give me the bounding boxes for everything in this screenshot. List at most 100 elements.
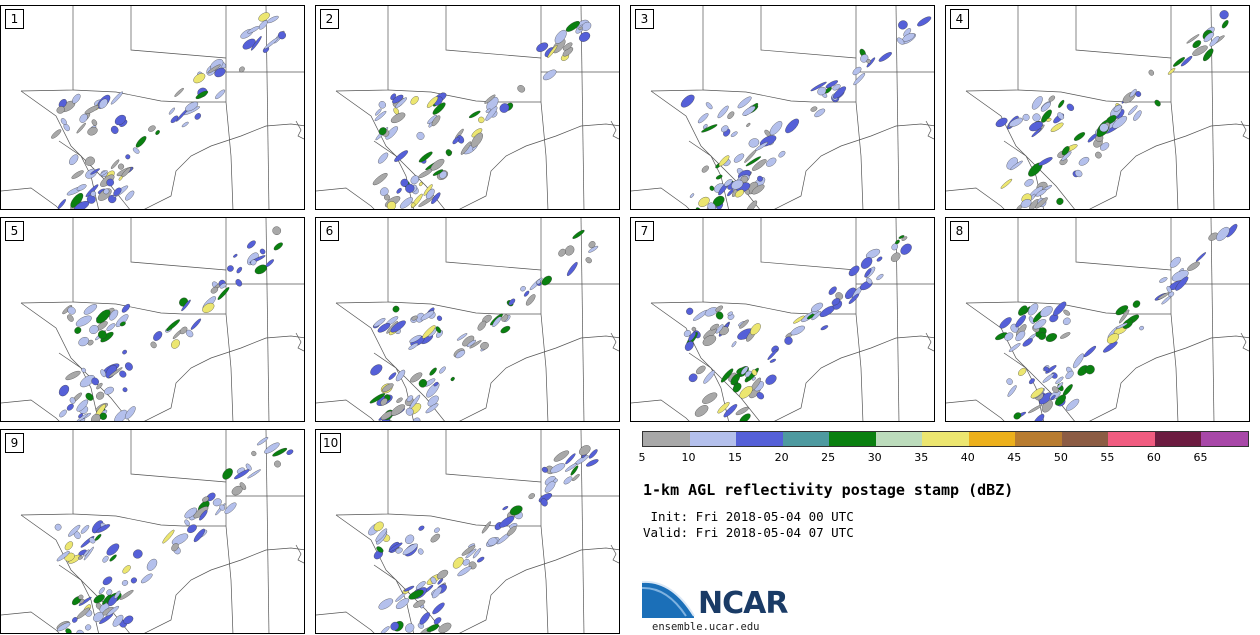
ensemble-member-panel: 10 xyxy=(315,429,620,634)
reflectivity-cell xyxy=(499,515,515,528)
reflectivity-cell xyxy=(96,524,111,533)
map-boundary-line xyxy=(144,547,304,633)
reflectivity-cell xyxy=(890,252,901,262)
reflectivity-cell xyxy=(83,304,98,315)
reflectivity-cell xyxy=(480,341,489,350)
reflectivity-cell xyxy=(106,605,120,617)
reflectivity-cell xyxy=(273,242,283,251)
reflectivity-cell xyxy=(85,156,95,166)
reflectivity-cell xyxy=(465,548,477,559)
ensemble-member-panel: 3 xyxy=(630,5,935,210)
reflectivity-cell xyxy=(114,114,126,126)
reflectivity-cell xyxy=(437,578,444,585)
reflectivity-cell xyxy=(380,398,388,406)
reflectivity-cell xyxy=(102,576,113,586)
reflectivity-cell xyxy=(122,565,131,574)
reflectivity-cell xyxy=(259,248,266,255)
reflectivity-cell xyxy=(588,241,596,249)
reflectivity-cell xyxy=(731,179,744,190)
reflectivity-cell xyxy=(234,469,250,480)
map-boundary-line xyxy=(335,514,445,633)
colorbar-segment xyxy=(1201,432,1248,446)
ncar-logo xyxy=(642,580,695,618)
reflectivity-cell xyxy=(373,521,384,532)
reflectivity-map xyxy=(946,6,1249,209)
reflectivity-cell xyxy=(755,141,769,151)
reflectivity-cell xyxy=(388,542,403,553)
reflectivity-cell xyxy=(106,589,113,596)
reflectivity-cell xyxy=(1032,414,1045,421)
reflectivity-cell xyxy=(78,594,84,600)
reflectivity-cell xyxy=(876,273,884,281)
reflectivity-cell xyxy=(106,178,115,187)
reflectivity-cell xyxy=(415,581,426,590)
reflectivity-cell xyxy=(430,158,445,171)
reflectivity-cell xyxy=(406,395,414,402)
reflectivity-cell xyxy=(1038,157,1053,166)
reflectivity-cell xyxy=(450,376,455,382)
reflectivity-cell xyxy=(1186,34,1200,44)
colorbar-tick-label: 10 xyxy=(681,451,696,464)
reflectivity-cell xyxy=(715,174,723,180)
map-boundary-line xyxy=(650,90,760,209)
map-boundary-line xyxy=(610,120,619,140)
map-boundary-line xyxy=(130,6,227,59)
map-boundary-line xyxy=(1003,352,1044,421)
reflectivity-cell xyxy=(117,163,125,170)
reflectivity-cell xyxy=(1015,330,1026,342)
reflectivity-cell xyxy=(78,413,84,418)
member-number-label: 1 xyxy=(5,9,24,29)
reflectivity-cell xyxy=(445,149,452,156)
reflectivity-cell xyxy=(717,401,730,414)
reflectivity-cell xyxy=(1148,69,1154,76)
reflectivity-cell xyxy=(185,101,199,112)
reflectivity-cell xyxy=(69,154,79,165)
reflectivity-cell xyxy=(508,298,516,306)
reflectivity-cell xyxy=(686,307,694,315)
map-boundary-line xyxy=(445,6,542,59)
map-boundary-line xyxy=(965,90,1075,209)
reflectivity-cell xyxy=(1038,332,1047,340)
reflectivity-cell xyxy=(1167,67,1176,75)
reflectivity-cell xyxy=(769,121,783,136)
reflectivity-cell xyxy=(1056,197,1064,205)
reflectivity-cell xyxy=(718,155,730,167)
reflectivity-cell xyxy=(1046,118,1052,122)
reflectivity-cell xyxy=(715,305,723,312)
map-boundary-line xyxy=(72,513,226,527)
colorbar-tick-label: 5 xyxy=(638,451,646,464)
reflectivity-cell xyxy=(696,365,706,375)
map-boundary-line xyxy=(144,123,304,209)
reflectivity-cell xyxy=(422,325,436,339)
reflectivity-cell xyxy=(67,306,76,315)
reflectivity-map xyxy=(946,218,1249,421)
reflectivity-cell xyxy=(194,113,201,120)
reflectivity-cell xyxy=(250,259,257,266)
member-number-label: 6 xyxy=(320,221,339,241)
reflectivity-cell xyxy=(509,505,523,516)
reflectivity-cell xyxy=(405,623,415,633)
reflectivity-cell xyxy=(1062,317,1071,325)
reflectivity-cell xyxy=(1100,142,1110,151)
reflectivity-cell xyxy=(1050,122,1064,132)
map-boundary-line xyxy=(335,218,389,304)
reflectivity-cell xyxy=(785,118,799,134)
map-boundary-line xyxy=(774,123,934,209)
reflectivity-cell xyxy=(266,15,279,24)
reflectivity-cell xyxy=(565,21,580,32)
colorbar-tick-label: 65 xyxy=(1193,451,1208,464)
member-number-label: 9 xyxy=(5,433,24,453)
reflectivity-cell xyxy=(153,331,163,341)
reflectivity-cell xyxy=(202,302,215,313)
reflectivity-cell xyxy=(91,413,101,421)
reflectivity-cell xyxy=(588,245,599,253)
reflectivity-cell xyxy=(413,599,426,608)
reflectivity-cell xyxy=(148,125,156,132)
reflectivity-cell xyxy=(750,323,761,335)
reflectivity-cell xyxy=(256,437,269,446)
reflectivity-cell xyxy=(695,207,702,209)
reflectivity-cell xyxy=(730,373,741,385)
reflectivity-cell xyxy=(121,303,130,313)
reflectivity-cell xyxy=(1133,110,1142,121)
reflectivity-cell xyxy=(733,153,745,163)
